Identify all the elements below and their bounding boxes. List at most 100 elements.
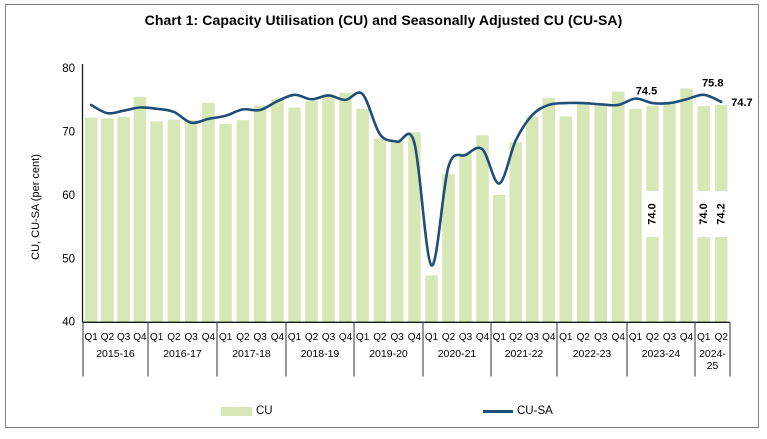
y-tick-label: 70 xyxy=(62,127,75,139)
bar-value-label: 74.2 xyxy=(715,203,727,224)
line-value-label: 75.8 xyxy=(702,77,723,89)
quarter-label: Q3 xyxy=(459,332,473,343)
cu-bar xyxy=(493,194,506,323)
year-label: 2020-21 xyxy=(438,348,477,360)
bar-value-label: 74.0 xyxy=(698,203,710,224)
quarter-label: Q3 xyxy=(322,332,336,343)
cu-sa-legend-label: CU-SA xyxy=(517,405,553,417)
year-label: 2022-23 xyxy=(573,348,612,360)
quarter-label: Q1 xyxy=(629,332,643,343)
quarter-label: Q3 xyxy=(184,332,198,343)
quarter-label: Q4 xyxy=(339,332,353,343)
cu-bar xyxy=(509,142,522,323)
cu-bar xyxy=(356,108,369,323)
cu-bar xyxy=(663,101,676,323)
quarter-label: Q3 xyxy=(117,332,131,343)
cu-legend-swatch xyxy=(221,406,252,416)
quarter-label: Q3 xyxy=(390,332,404,343)
cu-bar xyxy=(117,116,130,323)
quarter-label: Q4 xyxy=(476,332,490,343)
quarter-label: Q2 xyxy=(646,332,660,343)
cu-bar xyxy=(219,123,232,323)
quarter-label: Q1 xyxy=(356,332,370,343)
year-label: 2023-24 xyxy=(642,348,681,360)
year-label: 2021-22 xyxy=(505,348,544,360)
cu-bar xyxy=(236,120,250,323)
quarter-label: Q3 xyxy=(663,332,677,343)
quarter-label: Q3 xyxy=(594,332,608,343)
year-label: 2019-20 xyxy=(369,348,408,360)
quarter-label: Q1 xyxy=(84,332,98,343)
cu-sa-line xyxy=(89,91,723,267)
quarter-label: Q3 xyxy=(253,332,267,343)
quarter-label: Q1 xyxy=(425,332,439,343)
cu-bar xyxy=(271,98,284,323)
line-value-label: 74.5 xyxy=(636,86,657,98)
quarter-label: Q4 xyxy=(408,332,422,343)
quarter-label: Q1 xyxy=(697,332,711,343)
cu-bar xyxy=(526,116,539,323)
bar-value-label: 74.0 xyxy=(647,203,659,224)
quarter-label: Q1 xyxy=(493,332,507,343)
quarter-label: Q4 xyxy=(680,332,694,343)
cu-bar xyxy=(476,135,489,323)
quarter-label: Q2 xyxy=(715,332,729,343)
y-tick-label: 50 xyxy=(62,253,75,265)
cu-bar xyxy=(680,88,693,323)
line-value-label: 74.7 xyxy=(731,97,752,109)
cu-bar xyxy=(559,116,572,323)
quarter-label: Q2 xyxy=(577,332,591,343)
cu-bar xyxy=(408,132,421,323)
cu-bar xyxy=(594,104,607,323)
cu-bar xyxy=(577,103,590,323)
year-label: 25 xyxy=(707,360,719,372)
y-tick-label: 40 xyxy=(62,317,75,329)
cu-bar xyxy=(390,140,404,323)
bar-label-box xyxy=(645,191,660,237)
cu-bar xyxy=(322,94,335,323)
quarter-label: Q1 xyxy=(150,332,164,343)
cu-sa-legend-swatch xyxy=(483,409,513,413)
quarter-label: Q4 xyxy=(542,332,556,343)
year-label: 2024- xyxy=(699,348,726,360)
cu-bar xyxy=(184,120,198,323)
quarter-label: Q4 xyxy=(271,332,285,343)
cu-bar xyxy=(202,103,215,323)
cu-bar xyxy=(305,101,318,323)
cu-bar xyxy=(459,153,472,323)
quarter-label: Q2 xyxy=(101,332,115,343)
cu-bar xyxy=(167,119,181,323)
cu-bar xyxy=(101,118,114,323)
year-label: 2017-18 xyxy=(232,348,271,360)
quarter-label: Q2 xyxy=(509,332,523,343)
year-label: 2016-17 xyxy=(163,348,202,360)
quarter-label: Q4 xyxy=(133,332,147,343)
quarter-label: Q2 xyxy=(373,332,387,343)
quarter-label: Q4 xyxy=(612,332,626,343)
year-label: 2015-16 xyxy=(96,348,135,360)
quarter-label: Q3 xyxy=(526,332,540,343)
y-tick-label: 60 xyxy=(62,190,75,202)
chart-border-frame xyxy=(5,4,759,428)
quarter-label: Q2 xyxy=(167,332,181,343)
cu-bar xyxy=(629,108,642,323)
cu-bar xyxy=(542,97,555,323)
legend-item-cu-sa: CU-SA xyxy=(483,405,553,417)
cu-bar xyxy=(84,117,98,323)
cu-bar xyxy=(442,174,455,323)
cu-bar xyxy=(150,121,163,323)
quarter-label: Q2 xyxy=(236,332,250,343)
cu-bar xyxy=(288,107,301,323)
bar-label-box xyxy=(696,191,711,237)
quarter-label: Q4 xyxy=(202,332,216,343)
quarter-label: Q1 xyxy=(559,332,573,343)
chart-title: Chart 1: Capacity Utilisation (CU) and S… xyxy=(144,12,623,28)
quarter-label: Q2 xyxy=(305,332,319,343)
cu-bar xyxy=(253,105,267,323)
year-label: 2018-19 xyxy=(301,348,340,360)
cu-bar xyxy=(133,96,147,323)
cu-legend-label: CU xyxy=(256,405,273,417)
legend-item-cu: CU xyxy=(221,405,273,417)
quarter-label: Q1 xyxy=(288,332,302,343)
